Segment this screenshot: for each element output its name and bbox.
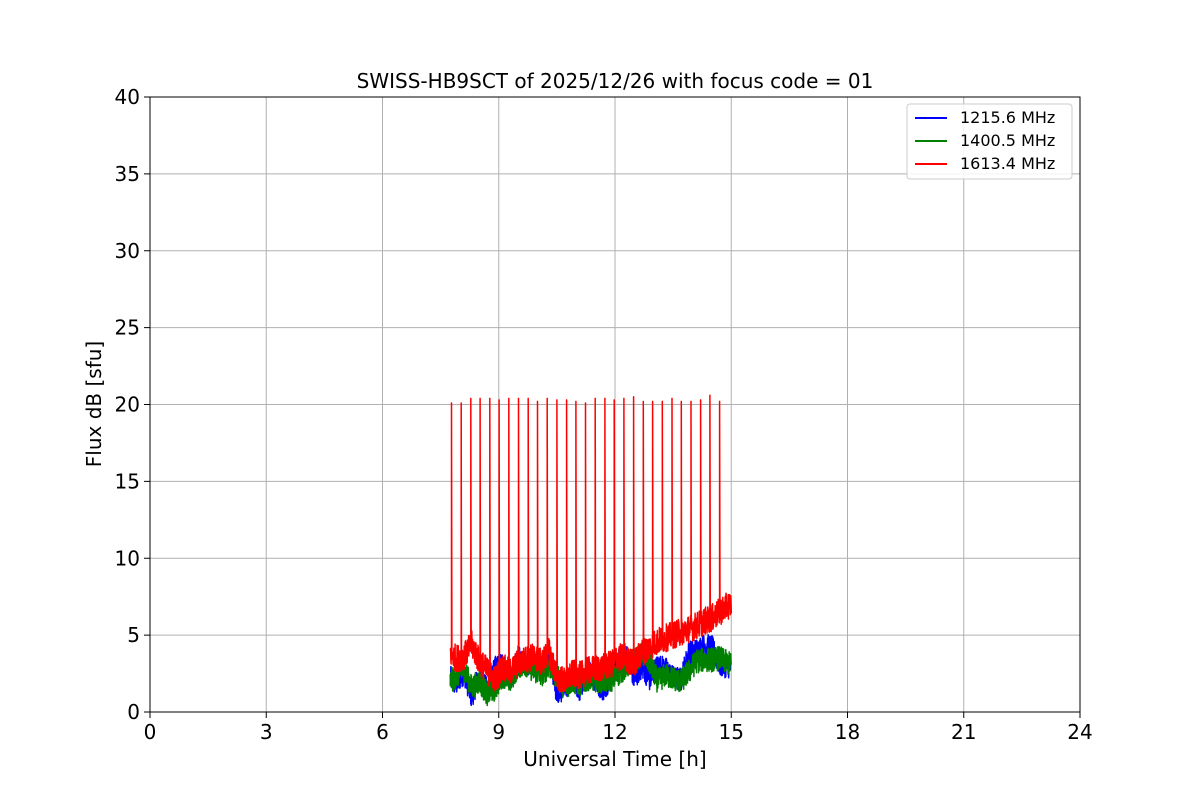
x-tick-label: 24 — [1067, 720, 1092, 744]
axis-ticks: 0 3 6 9 12 15 18 21 24 0 5 10 15 20 25 30 35 40 — [115, 85, 1093, 744]
chart-title: SWISS-HB9SCT of 2025/12/26 with focus co… — [357, 69, 874, 93]
y-tick-label: 40 — [115, 85, 140, 109]
x-tick-label: 15 — [719, 720, 744, 744]
y-tick-label: 15 — [115, 469, 140, 493]
x-tick-label: 9 — [492, 720, 505, 744]
legend-box — [906, 103, 1073, 180]
x-tick-label: 3 — [260, 720, 273, 744]
legend-label-1400: 1400.5 MHz — [960, 131, 1055, 150]
y-tick-label: 20 — [115, 393, 140, 417]
series-lines — [449, 394, 733, 707]
x-tick-label: 18 — [835, 720, 860, 744]
x-tick-label: 12 — [602, 720, 627, 744]
y-tick-label: 25 — [115, 316, 140, 340]
y-tick-label: 10 — [115, 546, 140, 570]
x-tick-label: 0 — [144, 720, 157, 744]
legend-label-1613: 1613.4 MHz — [960, 154, 1055, 173]
x-axis-label: Universal Time [h] — [523, 747, 706, 771]
x-tick-label: 21 — [951, 720, 976, 744]
y-axis-label: Flux dB [sfu] — [82, 341, 106, 467]
x-tick-label: 6 — [376, 720, 389, 744]
series-1613-line — [449, 394, 733, 693]
legend: 1215.6 MHz 1400.5 MHz 1613.4 MHz — [906, 103, 1073, 180]
legend-label-1215: 1215.6 MHz — [960, 108, 1055, 127]
y-tick-label: 30 — [115, 239, 140, 263]
y-tick-label: 0 — [127, 700, 140, 724]
y-tick-label: 5 — [127, 623, 140, 647]
y-tick-label: 35 — [115, 162, 140, 186]
